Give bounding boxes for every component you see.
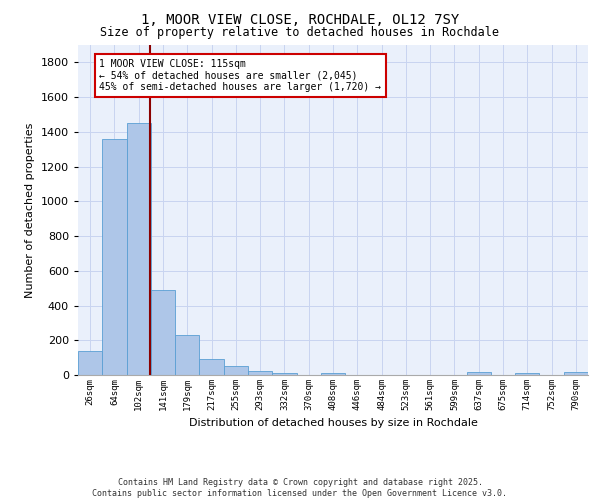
Text: Size of property relative to detached houses in Rochdale: Size of property relative to detached ho… <box>101 26 499 39</box>
Text: Contains HM Land Registry data © Crown copyright and database right 2025.
Contai: Contains HM Land Registry data © Crown c… <box>92 478 508 498</box>
Text: 1, MOOR VIEW CLOSE, ROCHDALE, OL12 7SY: 1, MOOR VIEW CLOSE, ROCHDALE, OL12 7SY <box>141 12 459 26</box>
Bar <box>467 372 491 375</box>
Bar <box>127 123 151 375</box>
Bar <box>321 374 345 375</box>
Text: 1 MOOR VIEW CLOSE: 115sqm
← 54% of detached houses are smaller (2,045)
45% of se: 1 MOOR VIEW CLOSE: 115sqm ← 54% of detac… <box>100 59 382 92</box>
Bar <box>78 350 102 375</box>
Bar <box>515 374 539 375</box>
Bar <box>199 360 224 375</box>
Bar <box>151 290 175 375</box>
Bar <box>248 370 272 375</box>
X-axis label: Distribution of detached houses by size in Rochdale: Distribution of detached houses by size … <box>188 418 478 428</box>
Bar <box>175 335 199 375</box>
Bar <box>564 372 588 375</box>
Bar <box>102 139 127 375</box>
Y-axis label: Number of detached properties: Number of detached properties <box>25 122 35 298</box>
Bar <box>224 366 248 375</box>
Bar <box>272 374 296 375</box>
